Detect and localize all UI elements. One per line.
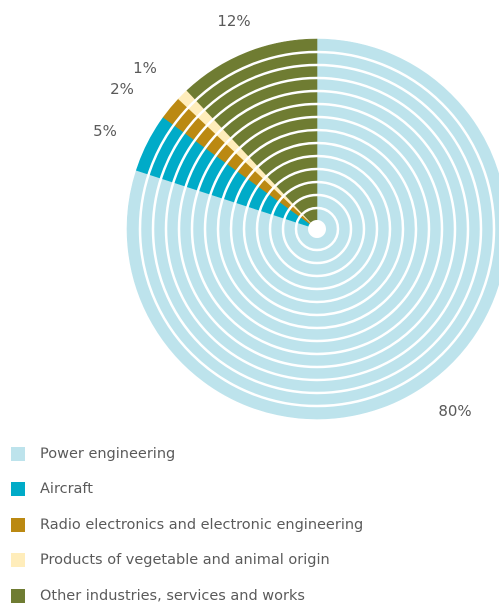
slice-other-industries-services-and-works — [186, 38, 318, 230]
legend-swatch — [11, 588, 25, 603]
ring-separators — [138, 50, 496, 408]
pie-chart: 80% 5% 2% 1% 12% — [93, 12, 499, 420]
legend-label: Products of vegetable and animal origin — [40, 552, 330, 569]
ring-separator — [229, 141, 405, 317]
ring-separator — [255, 167, 379, 291]
ring-separator — [151, 63, 483, 395]
slice-label-products-of-vegetable-and-animal-origin: 1% — [133, 59, 157, 77]
legend-item-other-industries-services-and-works: Other industries, services and works — [11, 578, 363, 614]
legend-item-power-engineering: Power engineering — [11, 436, 363, 472]
legend: Power engineering Aircraft Radio electroni… — [11, 436, 363, 614]
ring-separator — [294, 206, 340, 252]
legend-label: Aircraft — [40, 481, 93, 498]
slice-label-power-engineering: 80% — [438, 402, 471, 420]
legend-swatch — [11, 482, 25, 497]
center-hole — [308, 220, 326, 238]
legend-swatch — [11, 553, 25, 568]
slice-label-other-industries-services-and-works: 12% — [217, 12, 250, 30]
ring-separator — [164, 76, 470, 382]
ring-separator — [203, 115, 431, 343]
legend-label: Power engineering — [40, 445, 176, 462]
ring-separator — [281, 193, 353, 265]
ring-separator — [177, 89, 457, 369]
legend-swatch — [11, 517, 25, 532]
legend-item-radio-electronics-and-electronic-engineering: Radio electronics and electronic enginee… — [11, 507, 363, 543]
ring-separator — [242, 154, 392, 304]
legend-item-aircraft: Aircraft — [11, 472, 363, 508]
slice-label-aircraft: 5% — [93, 122, 117, 140]
legend-label: Radio electronics and electronic enginee… — [40, 516, 364, 533]
ring-separator — [216, 128, 418, 330]
legend-swatch — [11, 446, 25, 461]
slice-labels: 80% 5% 2% 1% 12% — [93, 12, 472, 420]
legend-label: Other industries, services and works — [40, 587, 305, 604]
ring-separator — [268, 180, 366, 278]
slice-label-radio-electronics-and-electronic-engineering: 2% — [110, 80, 134, 98]
ring-separator — [190, 102, 444, 356]
legend-item-products-of-vegetable-and-animal-origin: Products of vegetable and animal origin — [11, 543, 363, 579]
ring-separator — [138, 50, 496, 408]
